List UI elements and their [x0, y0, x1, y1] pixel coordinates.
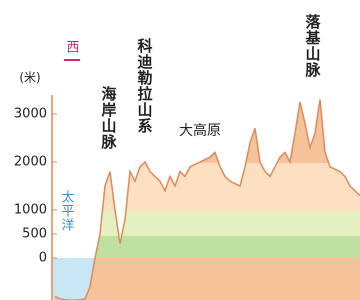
range-label: 科迪勒拉山系: [136, 37, 154, 134]
direction: 西: [66, 41, 79, 56]
y-tick-label: 3000: [14, 107, 47, 122]
y-tick-label: 2000: [14, 155, 47, 170]
plateau-label: 大高原: [179, 122, 221, 139]
range-label: 海岸山脉: [100, 85, 118, 150]
unit: (米): [19, 71, 40, 85]
chart: 西 (米) 太平洋 海岸山脉 科迪勒拉山系 大高原 落基山脉 0 500 1000 2…: [0, 0, 360, 300]
ocean-label: 太平洋: [59, 190, 75, 232]
y-tick-label: 1000: [14, 203, 47, 218]
range-label: 落基山脉: [304, 13, 322, 78]
y-tick-label: 500: [22, 227, 47, 242]
y-tick-label: 0: [39, 251, 47, 266]
